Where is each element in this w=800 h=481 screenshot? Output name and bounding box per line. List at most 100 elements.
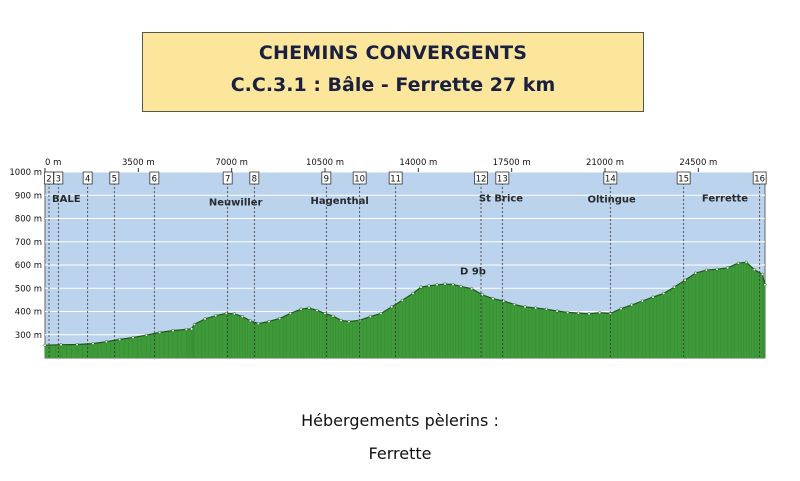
x-tick-label: 0 m: [45, 158, 61, 168]
elevation-point: [587, 312, 591, 316]
elevation-point: [368, 315, 372, 319]
elevation-point: [598, 311, 602, 315]
y-tick-label: 800 m: [15, 215, 42, 225]
elevation-point: [267, 319, 271, 324]
y-tick-label: 1000 m: [9, 168, 42, 178]
elevation-point: [214, 314, 218, 318]
elevation-point: [566, 310, 570, 314]
place-label: BALE: [52, 194, 81, 205]
elevation-point: [662, 291, 666, 295]
x-tick-label: 7000 m: [215, 158, 248, 168]
waypoint-label: 9: [324, 175, 329, 185]
waypoint-box: [53, 171, 64, 185]
waypoint-box: [495, 171, 510, 185]
elevation-point: [347, 319, 351, 324]
elevation-point: [760, 272, 764, 276]
waypoint-box: [603, 171, 618, 185]
elevation-point: [726, 266, 730, 270]
elevation-point: [640, 299, 644, 303]
elevation-point: [763, 283, 767, 287]
elevation-point: [630, 303, 634, 307]
title-box: CHEMINS CONVERGENTS C.C.3.1 : Bâle - Fer…: [142, 32, 644, 112]
place-label: Hagenthal: [311, 196, 369, 207]
route-subtitle: C.C.3.1 : Bâle - Ferrette 27 km: [230, 74, 556, 96]
waypoint-box: [82, 171, 93, 185]
waypoint-box: [249, 171, 260, 185]
elevation-point: [419, 285, 423, 289]
elevation-point: [427, 284, 431, 288]
elevation-point: [683, 278, 687, 282]
place-label: Oltingue: [588, 195, 637, 206]
waypoint-label: 12: [476, 175, 487, 185]
waypoint-box: [321, 171, 332, 185]
elevation-point: [672, 285, 676, 289]
elevation-point: [104, 340, 108, 344]
waypoint-label: 13: [497, 175, 508, 185]
waypoint-box: [109, 171, 120, 185]
elevation-point: [256, 322, 260, 326]
elevation-point: [190, 327, 194, 331]
elevation-point: [411, 291, 415, 295]
elevation-point: [480, 293, 484, 297]
elevation-point: [158, 330, 162, 334]
y-tick-label: 400 m: [15, 308, 42, 318]
elevation-point: [248, 319, 252, 323]
elevation-point: [619, 307, 623, 311]
y-tick-label: 600 m: [15, 261, 42, 271]
elevation-point: [323, 311, 327, 315]
elevation-point: [232, 312, 236, 316]
elevation-point: [144, 333, 148, 337]
lodging-place: Ferrette: [368, 444, 432, 463]
lodging-label: Hébergements pèlerins :: [301, 411, 499, 430]
elevation-point: [544, 307, 548, 311]
elevation-point: [240, 315, 244, 319]
elevation-point: [694, 271, 698, 275]
waypoint-label: 11: [390, 175, 401, 185]
elevation-point: [555, 309, 559, 313]
waypoint-label: 14: [605, 175, 616, 185]
waypoint-label: 2: [46, 175, 51, 185]
elevation-point: [435, 283, 439, 287]
waypoint-box: [222, 171, 233, 185]
elevation-area: [45, 262, 765, 358]
waypoint-label: 16: [754, 175, 765, 185]
waypoint-box: [474, 171, 488, 185]
elevation-point: [299, 307, 303, 311]
elevation-point: [379, 311, 383, 315]
elevation-point: [576, 311, 580, 315]
waypoint-box: [676, 171, 691, 185]
waypoint-label: 6: [152, 175, 157, 185]
waypoint-box: [149, 171, 160, 185]
elevation-point: [288, 311, 292, 315]
x-tick-label: 10500 m: [306, 158, 344, 168]
elevation-point: [512, 302, 516, 307]
x-tick-label: 17500 m: [493, 158, 531, 168]
waypoint-label: 15: [678, 175, 689, 185]
elevation-point: [736, 261, 740, 265]
elevation-point: [470, 287, 474, 291]
y-tick-label: 300 m: [15, 331, 42, 341]
elevation-point: [523, 305, 527, 309]
elevation-point: [400, 298, 404, 302]
elevation-point: [390, 305, 394, 309]
elevation-point: [184, 327, 188, 331]
waypoint-label: 5: [112, 175, 117, 185]
waypoint-box: [352, 171, 367, 185]
elevation-point: [752, 268, 756, 272]
elevation-point: [315, 308, 319, 312]
elevation-point: [443, 282, 447, 286]
elevation-point: [451, 282, 455, 287]
x-tick-label: 3500 m: [122, 158, 155, 168]
waypoint-label: 7: [225, 175, 230, 185]
elevation-point: [59, 343, 63, 347]
place-label: D 9b: [460, 266, 486, 277]
elevation-point: [278, 316, 282, 321]
elevation-point: [491, 297, 495, 301]
place-label: Neuwiller: [209, 198, 263, 209]
elevation-point: [131, 335, 135, 340]
x-tick-label: 24500 m: [679, 158, 717, 168]
elevation-point: [715, 267, 719, 271]
elevation-point: [203, 317, 207, 321]
elevation-point: [192, 322, 196, 326]
